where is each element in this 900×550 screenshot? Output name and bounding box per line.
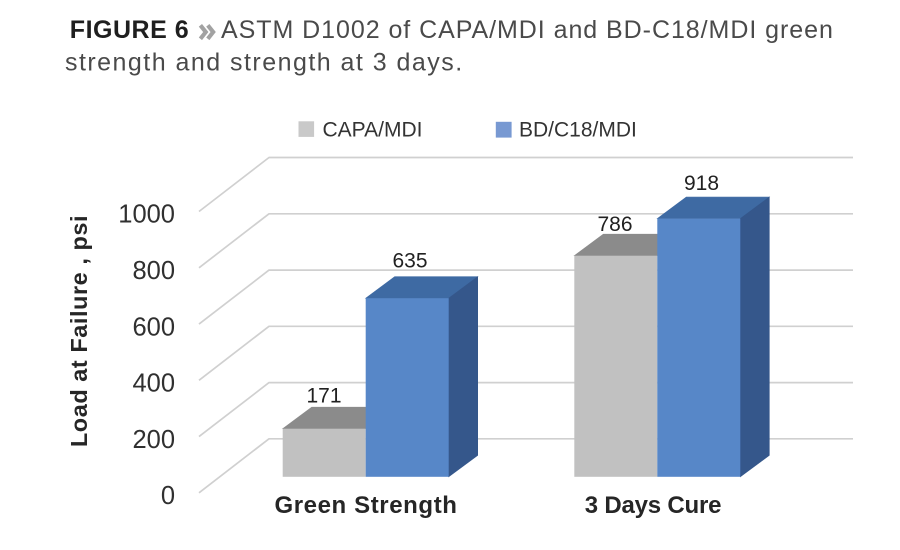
svg-text:786: 786 xyxy=(597,213,632,236)
svg-text:FIGURE 6: FIGURE 6 xyxy=(70,16,189,44)
svg-text:Load at Failure , psi: Load at Failure , psi xyxy=(66,215,92,447)
svg-text:0: 0 xyxy=(161,482,175,510)
svg-text:600: 600 xyxy=(132,313,175,341)
svg-text:635: 635 xyxy=(392,249,427,272)
svg-text:CAPA/MDI: CAPA/MDI xyxy=(323,118,423,141)
svg-text:strength and strength at 3 day: strength and strength at 3 days. xyxy=(65,49,464,77)
svg-text:3 Days Cure: 3 Days Cure xyxy=(585,492,722,519)
svg-text:1000: 1000 xyxy=(118,201,175,229)
svg-text:171: 171 xyxy=(306,385,341,408)
svg-text:Green Strength: Green Strength xyxy=(274,492,457,519)
svg-text:800: 800 xyxy=(132,257,175,285)
svg-text:200: 200 xyxy=(132,426,175,454)
svg-text:918: 918 xyxy=(684,172,719,195)
svg-text:BD/C18/MDI: BD/C18/MDI xyxy=(519,118,637,141)
svg-text:400: 400 xyxy=(132,370,175,398)
svg-text:ASTM D1002 of CAPA/MDI and BD-: ASTM D1002 of CAPA/MDI and BD-C18/MDI gr… xyxy=(221,16,834,44)
